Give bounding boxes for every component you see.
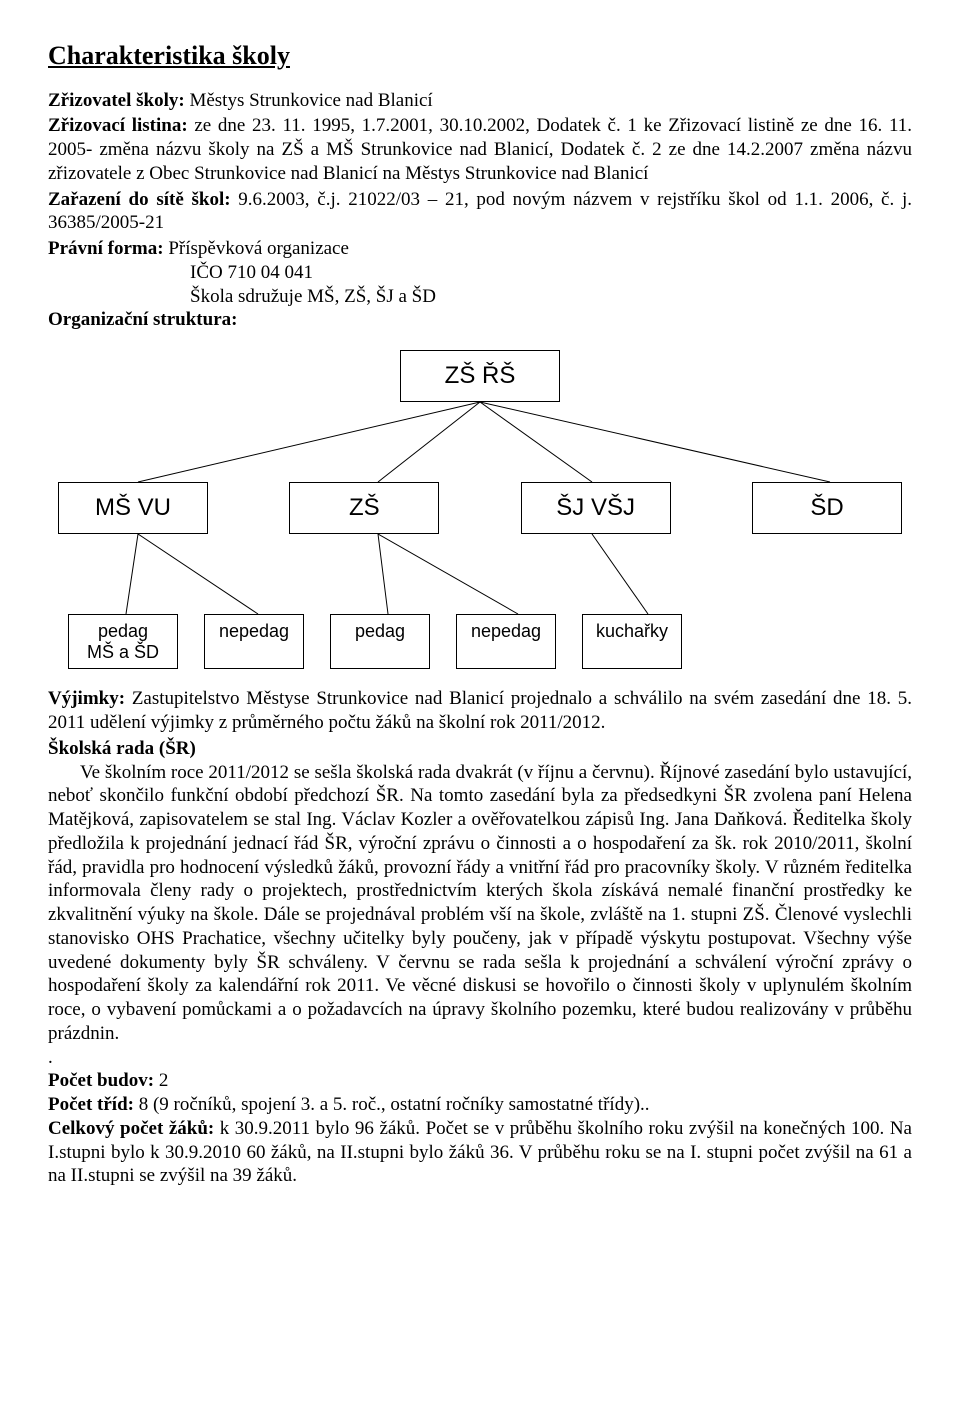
classes-line: Počet tříd: 8 (9 ročníků, spojení 3. a 5…	[48, 1093, 912, 1117]
org-node-pedag-ms-sd: pedag MŠ a ŠD	[68, 614, 178, 669]
school-units-line: Škola sdružuje MŠ, ZŠ, ŠJ a ŠD	[48, 285, 912, 309]
buildings-line: Počet budov: 2	[48, 1069, 912, 1093]
school-council-label: Školská rada (ŠR)	[48, 737, 912, 761]
dot-line: .	[48, 1046, 912, 1070]
org-node-sd: ŠD	[752, 482, 902, 534]
classes-label: Počet tříd:	[48, 1094, 134, 1115]
org-connector-1	[48, 402, 912, 482]
exceptions-paragraph: Výjimky: Zastupitelstvo Městyse Strunkov…	[48, 687, 912, 735]
network-paragraph: Zařazení do sítě škol: 9.6.2003, č.j. 21…	[48, 188, 912, 236]
org-chart: ZŠ ŘŠ MŠ VU ZŠ ŠJ VŠJ ŠD pedag MŠ a ŠD n…	[48, 350, 912, 669]
org-node-sj: ŠJ VŠJ	[521, 482, 671, 534]
founder-value: Městys Strunkovice nad Blanicí	[185, 90, 433, 111]
page-heading: Charakteristika školy	[48, 40, 912, 73]
org-node-ms: MŠ VU	[58, 482, 208, 534]
exceptions-value: Zastupitelstvo Městyse Strunkovice nad B…	[48, 688, 912, 733]
exceptions-label: Výjimky:	[48, 688, 125, 709]
buildings-value: 2	[154, 1070, 168, 1091]
org-node-pedag: pedag	[330, 614, 430, 669]
org-connector-2	[48, 534, 912, 614]
network-label: Zařazení do sítě škol:	[48, 189, 231, 210]
founder-label: Zřizovatel školy:	[48, 90, 185, 111]
legal-form-line: Právní forma: Příspěvková organizace	[48, 237, 912, 261]
org-node-nepedag-1: nepedag	[204, 614, 304, 669]
buildings-label: Počet budov:	[48, 1070, 154, 1091]
org-node-nepedag-2: nepedag	[456, 614, 556, 669]
org-node-kucharky: kuchařky	[582, 614, 682, 669]
classes-value: 8 (9 ročníků, spojení 3. a 5. roč., osta…	[134, 1094, 650, 1115]
ico-line: IČO 710 04 041	[48, 261, 912, 285]
pupils-label: Celkový počet žáků:	[48, 1118, 214, 1139]
legal-form-label: Právní forma:	[48, 238, 164, 259]
org-structure-label: Organizační struktura:	[48, 308, 912, 332]
founder-line: Zřizovatel školy: Městys Strunkovice nad…	[48, 89, 912, 113]
charter-label: Zřizovací listina:	[48, 115, 188, 136]
pupils-paragraph: Celkový počet žáků: k 30.9.2011 bylo 96 …	[48, 1117, 912, 1188]
charter-paragraph: Zřizovací listina: ze dne 23. 11. 1995, …	[48, 114, 912, 185]
org-node-root: ZŠ ŘŠ	[400, 350, 560, 402]
school-council-body: Ve školním roce 2011/2012 se sešla škols…	[48, 761, 912, 1046]
legal-form-line1: Příspěvková organizace	[164, 238, 349, 259]
org-node-zs: ZŠ	[289, 482, 439, 534]
